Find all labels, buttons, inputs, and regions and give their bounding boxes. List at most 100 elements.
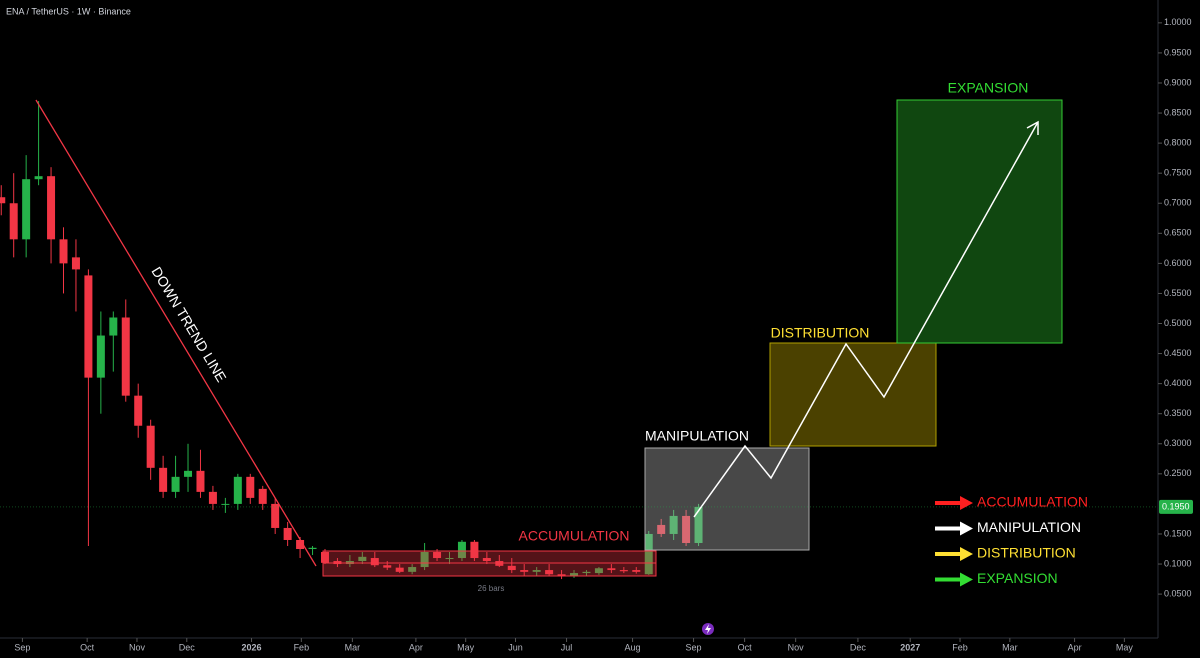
candle-body (283, 527, 292, 540)
candle-body (171, 476, 180, 492)
candle-body (59, 239, 68, 264)
candle-body (184, 470, 193, 477)
candle-body (121, 317, 130, 396)
y-tick-label: 0.3000 (1164, 438, 1192, 448)
candle-body (694, 506, 703, 543)
candles (0, 101, 703, 580)
y-tick-label: 0.4500 (1164, 348, 1192, 358)
candle-body (271, 503, 280, 528)
y-tick-label: 0.6500 (1164, 228, 1192, 238)
x-tick-label: May (1116, 642, 1134, 652)
candle-body (395, 567, 404, 572)
candle-body (96, 335, 105, 378)
legend-arrow (935, 496, 973, 510)
candle-body (607, 568, 616, 571)
x-tick-label: Sep (14, 642, 30, 652)
x-tick-label: Apr (1068, 642, 1082, 652)
candle-body (71, 257, 80, 270)
projection-path (693, 121, 1039, 518)
candle-body (582, 571, 591, 574)
candle-body (619, 570, 628, 572)
candle-body (258, 488, 267, 504)
manipulation-box (644, 447, 810, 551)
x-tick-label: Nov (788, 642, 805, 652)
candle-body (109, 317, 118, 336)
candle-body (669, 515, 678, 534)
accumulation-label: ACCUMULATION (519, 528, 630, 544)
candle-body (482, 558, 491, 562)
candle-body (358, 556, 367, 562)
candle-body (320, 552, 329, 563)
candle-body (532, 570, 541, 572)
x-tick-label: Jul (561, 642, 573, 652)
legend-arrow (935, 547, 973, 561)
legend-label: MANIPULATION (977, 519, 1081, 535)
projection-arrowhead (1026, 120, 1039, 135)
manipulation-label: MANIPULATION (645, 428, 749, 444)
y-tick-label: 1.0000 (1164, 17, 1192, 27)
candle-body (196, 470, 205, 492)
candle-body (146, 425, 155, 468)
x-tick-label: 2026 (242, 642, 262, 652)
expansion-box (896, 99, 1063, 344)
event-icon-bolt (705, 624, 711, 634)
x-tick-label: Dec (179, 642, 196, 652)
legend-arrow (935, 521, 973, 536)
last-price-badge (1159, 499, 1193, 514)
candle-body (657, 524, 666, 534)
y-tick-label: 0.8000 (1164, 137, 1192, 147)
candle-body (520, 570, 529, 572)
x-tick-label: 2027 (900, 642, 920, 652)
y-tick-label: 0.7500 (1164, 168, 1192, 178)
y-tick-label: 0.9000 (1164, 77, 1192, 87)
candle-body (557, 574, 566, 577)
distribution-label: DISTRIBUTION (771, 325, 870, 341)
legend-label: EXPANSION (977, 570, 1058, 586)
trend-line (35, 99, 317, 567)
x-tick-label: Apr (409, 642, 423, 652)
candle-body (9, 203, 18, 240)
candle-body (246, 476, 255, 498)
x-tick-label: Feb (952, 642, 968, 652)
x-tick-label: Sep (686, 642, 702, 652)
candle-body (383, 565, 392, 568)
candle-body (134, 395, 143, 426)
candle-body (221, 503, 230, 505)
candle-body (420, 552, 429, 568)
x-tick-label: Nov (129, 642, 146, 652)
y-tick-label: 0.2500 (1164, 468, 1192, 478)
candle-body (84, 275, 93, 378)
expansion-label: EXPANSION (948, 80, 1029, 96)
y-tick-label: 0.1500 (1164, 528, 1192, 538)
y-tick-label: 0.8500 (1164, 107, 1192, 117)
candle-body (507, 565, 516, 571)
candle-body (370, 558, 379, 566)
candle-body (570, 573, 579, 577)
legend-label: DISTRIBUTION (977, 545, 1076, 561)
y-tick-label: 0.5500 (1164, 288, 1192, 298)
candle-body (457, 541, 466, 559)
candle-body (632, 570, 641, 572)
candle-body (682, 515, 691, 543)
candle-body (208, 491, 217, 504)
y-tick-label: 0.0500 (1164, 588, 1192, 598)
chart-title: ENA / TetherUS · 1W · Binance (6, 6, 131, 16)
y-tick-label: 0.1000 (1164, 558, 1192, 568)
y-tick-label: 0.5000 (1164, 318, 1192, 328)
candle-body (22, 179, 31, 240)
x-tick-label: Mar (345, 642, 361, 652)
x-tick-label: Feb (294, 642, 310, 652)
candle-body (34, 176, 43, 180)
candle-body (470, 541, 479, 559)
x-tick-label: Jun (508, 642, 523, 652)
last-price-label: 0.1950 (1162, 501, 1190, 511)
candle-body (545, 570, 554, 575)
candle-body (445, 558, 454, 560)
candle-body (644, 533, 653, 575)
x-tick-label: Aug (625, 642, 641, 652)
distribution-box (769, 342, 937, 447)
bar-count-label: 26 bars (478, 584, 505, 593)
legend-label: ACCUMULATION (977, 494, 1088, 510)
x-tick-label: Oct (80, 642, 95, 652)
